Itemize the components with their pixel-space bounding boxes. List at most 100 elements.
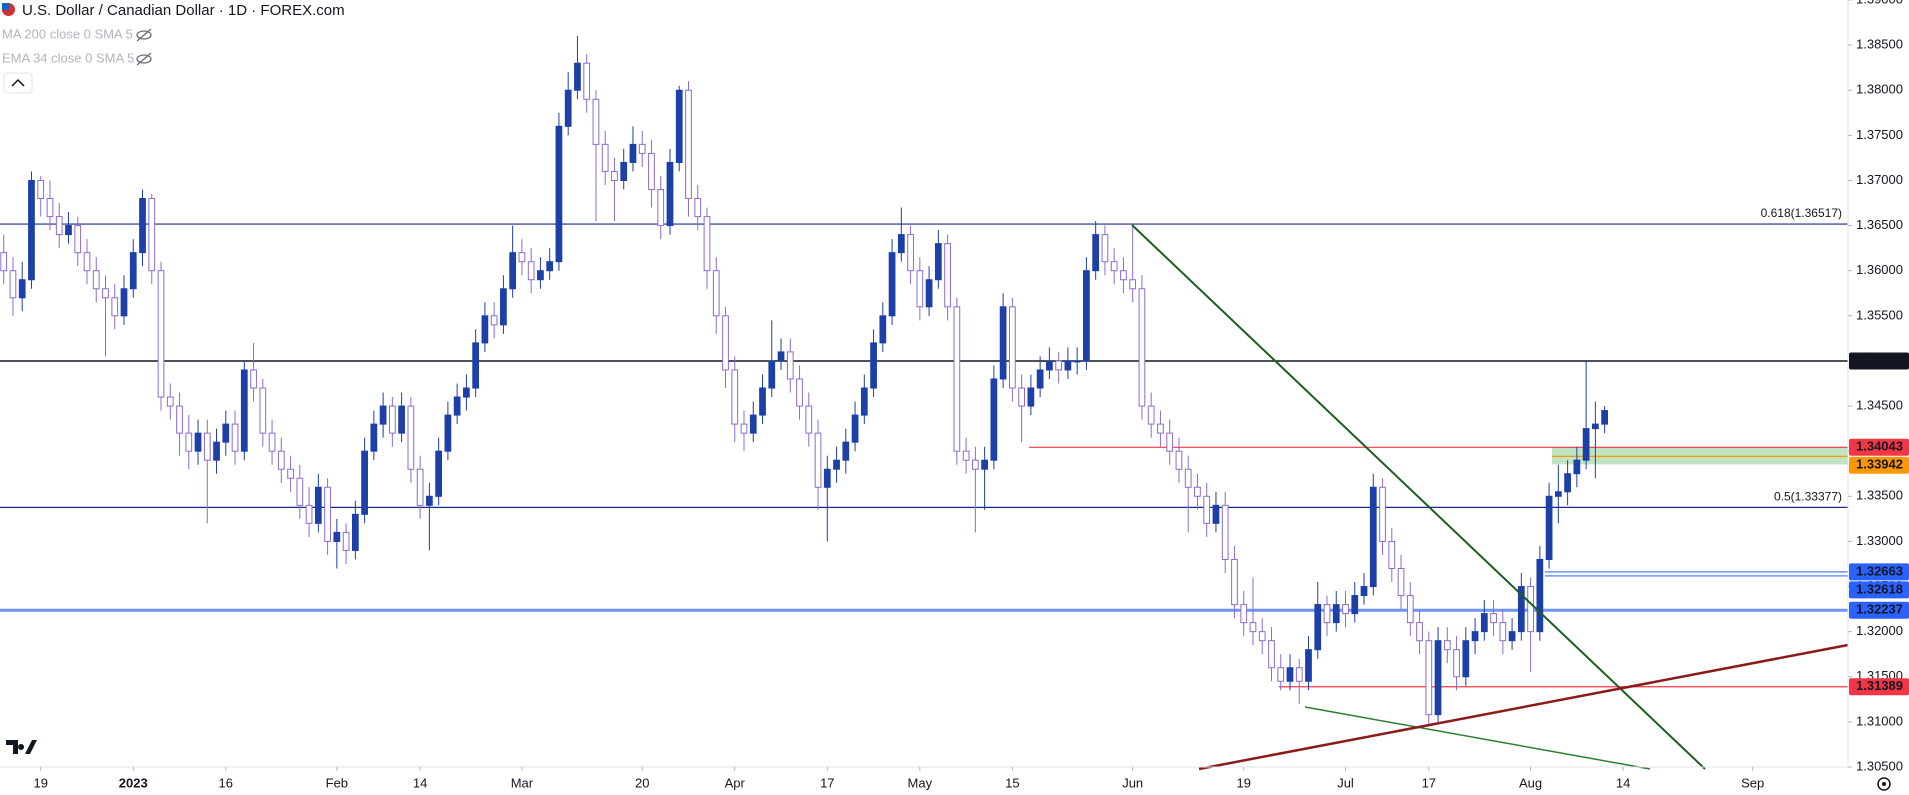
candle-body <box>999 306 1007 380</box>
level-box <box>1849 581 1909 599</box>
candle-body <box>833 459 840 470</box>
candle-body <box>981 459 988 470</box>
candle-body <box>250 369 257 389</box>
candle-body <box>185 432 193 452</box>
candle-body <box>620 161 628 181</box>
candle-body <box>1073 360 1081 363</box>
candle-body <box>851 414 859 443</box>
candle-body <box>1101 234 1109 263</box>
candle-body <box>1175 450 1183 470</box>
candle-body <box>1027 387 1035 407</box>
candle-body <box>1064 360 1072 371</box>
candle-body <box>1221 504 1229 560</box>
indicator-label[interactable]: EMA 34 close 0 SMA 5 <box>2 50 134 65</box>
candle-body <box>675 89 683 163</box>
level-label: 1.35000 <box>1856 352 1903 367</box>
candle-body <box>157 270 165 398</box>
candle-body <box>65 225 72 236</box>
candle-body <box>481 315 489 344</box>
candle-body <box>1258 631 1266 642</box>
candle-body <box>703 216 711 272</box>
candle-body <box>139 198 146 254</box>
candle-body <box>370 423 378 452</box>
candle-body <box>1055 360 1063 371</box>
candle-body <box>305 504 313 524</box>
x-tick-label: 14 <box>1616 775 1630 790</box>
candle-body <box>259 387 267 434</box>
candle-body <box>83 252 91 272</box>
fib-label: 0.5(1.33377) <box>1774 490 1842 504</box>
y-tick-label: 1.30500 <box>1856 758 1903 773</box>
candle-body <box>870 342 877 389</box>
candle-body <box>546 261 554 272</box>
candle-body <box>426 495 433 506</box>
candle-body <box>823 468 831 488</box>
candle-body <box>129 252 137 290</box>
candle-body <box>629 143 637 163</box>
candle-body <box>1314 604 1322 651</box>
candle-body <box>749 414 757 434</box>
candle-body <box>1536 558 1544 633</box>
trendlines <box>1131 224 1849 771</box>
candle-body <box>694 198 702 218</box>
candle-body <box>1332 604 1340 624</box>
candle-body <box>842 441 850 461</box>
x-tick-label: Mar <box>511 775 534 790</box>
candle-body <box>213 441 220 461</box>
candle-body <box>231 423 239 452</box>
candle-body <box>1434 640 1442 716</box>
collapse-button[interactable] <box>3 72 33 94</box>
y-tick-label: 1.38000 <box>1856 82 1903 97</box>
trendline <box>1131 224 1706 770</box>
candle-body <box>1564 473 1571 493</box>
candle-body <box>1046 360 1053 371</box>
symbol-title: U.S. Dollar / Canadian Dollar · 1D · FOR… <box>22 2 345 19</box>
candle-body <box>916 270 924 308</box>
candle-body <box>1009 306 1016 389</box>
candle-body <box>453 396 461 416</box>
candle-body <box>463 387 470 398</box>
x-tick-label: 19 <box>1236 775 1250 790</box>
trendline <box>1304 706 1651 770</box>
candle-body <box>388 405 396 434</box>
candle-body <box>324 486 331 542</box>
candle-body <box>120 288 128 317</box>
candle-body <box>351 513 359 551</box>
candle-body <box>1360 586 1368 597</box>
candle-body <box>1083 270 1090 362</box>
candle-body <box>1592 423 1599 430</box>
candle-body <box>1277 667 1285 682</box>
candle-body <box>971 459 979 470</box>
candle-body <box>407 405 415 470</box>
candle-body <box>1508 631 1516 642</box>
y-tick-label: 1.33000 <box>1856 533 1903 548</box>
candle-body <box>944 243 951 308</box>
candle-body <box>176 405 183 434</box>
candle-body <box>1194 486 1201 497</box>
candle-body <box>814 432 822 488</box>
candle-body <box>990 378 998 461</box>
candle-body <box>537 270 544 281</box>
candle-body <box>1351 595 1359 615</box>
indicator-label[interactable]: MA 200 close 0 SMA 5 <box>2 26 133 41</box>
candle-body <box>666 161 674 227</box>
candle-body <box>361 450 368 515</box>
candle-body <box>111 297 119 317</box>
candle-body <box>1573 459 1581 475</box>
candle-body <box>879 315 887 344</box>
candle-body <box>333 531 341 542</box>
candle-body <box>1203 495 1211 524</box>
candle-body <box>509 252 517 290</box>
x-tick-label: 19 <box>33 775 47 790</box>
visibility-icon[interactable] <box>136 28 152 66</box>
candle-body <box>555 125 563 263</box>
axes: 1.305001.310001.315001.320001.325001.330… <box>33 0 1909 790</box>
settings-icon[interactable] <box>1877 777 1891 791</box>
candle-body <box>1490 613 1497 624</box>
candle-body <box>379 405 387 425</box>
candle-body <box>500 288 507 326</box>
candle-body <box>796 378 803 407</box>
level-box <box>1849 438 1909 456</box>
candle-body <box>657 188 665 227</box>
level-box <box>1849 601 1909 619</box>
